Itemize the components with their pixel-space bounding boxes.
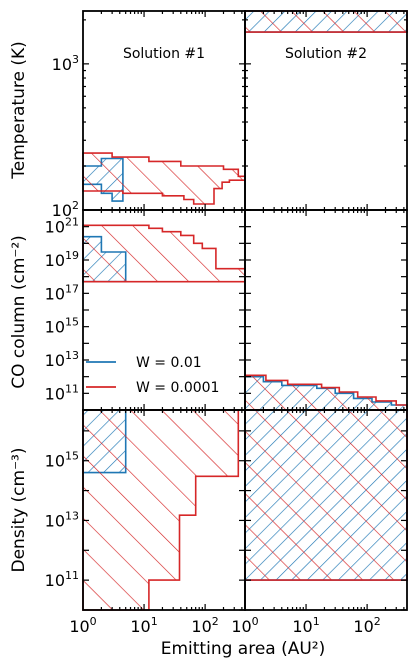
panel-co-column-solution-1	[82, 224, 246, 283]
axes-layer	[82, 10, 408, 611]
region-w-0-0001	[82, 152, 246, 205]
y-tick-label: 1021	[45, 216, 79, 237]
ylabel-temperature: Temperature (K)	[9, 41, 29, 180]
y-ticks	[83, 430, 245, 611]
y-tick-label: 1015	[45, 450, 79, 471]
panel-co-column-solution-2	[244, 374, 408, 411]
panel-title-solution-1: Solution #1	[123, 46, 205, 62]
x-tick-label: 100	[69, 615, 96, 636]
y-tick-label: 1011	[45, 382, 79, 403]
x-tick-label: 101	[292, 615, 319, 636]
y-tick-label: 102	[52, 199, 79, 220]
region-w-0-0001	[244, 409, 408, 581]
region-w-0-0001	[82, 224, 246, 283]
axes-frame	[244, 409, 408, 611]
x-tick-label: 100	[231, 615, 258, 636]
y-tick-label: 1013	[45, 349, 79, 370]
y-tick-label: 1019	[45, 249, 79, 270]
y-tick-label: 1015	[45, 316, 79, 337]
x-tick-label: 102	[191, 615, 218, 636]
y-tick-label: 1011	[45, 569, 79, 590]
region-w-0-0001	[244, 374, 408, 411]
y-tick-label: 1017	[45, 282, 79, 303]
legend-label-w-0-0001: W = 0.0001	[136, 380, 219, 396]
ylabel-co-column: CO column (cm⁻²)	[9, 235, 29, 389]
panel-temperature-solution-1	[82, 152, 246, 205]
legend-label-w-0-01: W = 0.01	[136, 355, 202, 371]
panel-temperature-solution-2	[244, 10, 408, 33]
x-ticks	[100, 410, 243, 610]
ylabel-density: Density (cm⁻³)	[9, 448, 29, 573]
panel-title-solution-2: Solution #2	[285, 46, 367, 62]
panel-density-solution-2	[244, 409, 408, 581]
axes-frame	[244, 10, 408, 211]
x-tick-label: 102	[353, 615, 380, 636]
region-w-0-0001	[82, 409, 240, 611]
legend: W = 0.01 W = 0.0001	[86, 355, 219, 396]
x-ticks	[262, 410, 405, 610]
x-tick-label: 101	[130, 615, 157, 636]
y-ticks	[245, 430, 407, 611]
data-layer	[82, 10, 408, 611]
x-ticks	[262, 11, 405, 210]
y-tick-label: 103	[52, 53, 79, 74]
panel-density-solution-1	[82, 409, 240, 611]
xlabel-emitting-area: Emitting area (AU²)	[161, 639, 326, 659]
labels-layer: 102 103 1011 1013 1015 1017 1019 1021 1011 1013 10…	[45, 53, 381, 636]
region-w-0-0001	[244, 10, 408, 33]
y-tick-label: 1013	[45, 509, 79, 530]
